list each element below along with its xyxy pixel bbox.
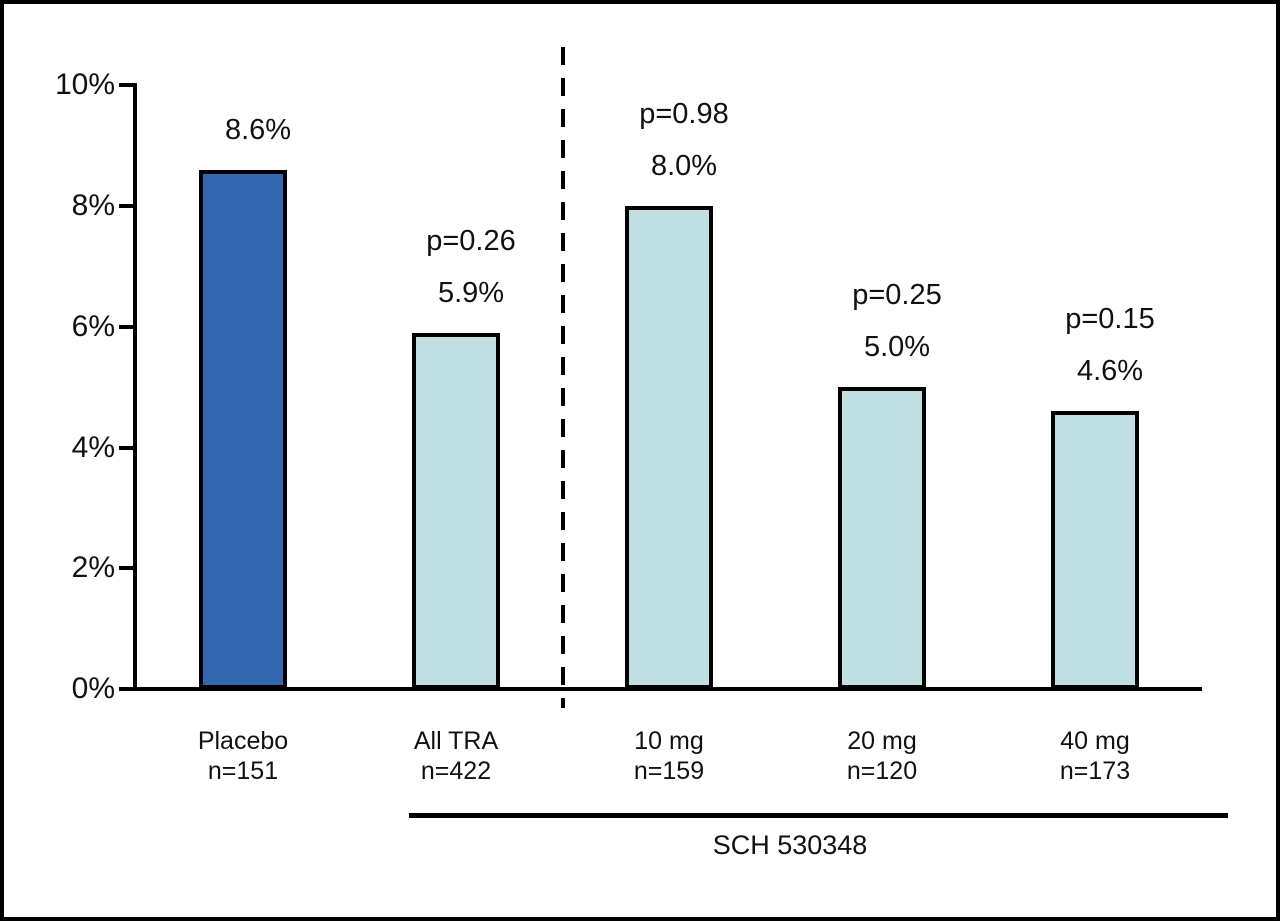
y-tick-label-4: 4%: [71, 431, 115, 464]
value-label: 8.6%: [224, 113, 292, 146]
dose-separator-dashed-line: [561, 47, 565, 708]
bar-annotation-all-tra: p=0.26 5.9%: [365, 215, 577, 319]
bar-20mg: [838, 387, 926, 689]
category-name: 20 mg: [847, 727, 917, 755]
category-name: Placebo: [197, 727, 289, 755]
bar-placebo: [199, 169, 287, 689]
y-tick-label-6: 6%: [71, 310, 115, 343]
y-tick-6: [119, 325, 134, 329]
x-axis-label-placebo: Placebo n=151: [137, 726, 349, 786]
category-n: n=120: [846, 757, 918, 785]
category-n: n=173: [1059, 757, 1131, 785]
category-column-20mg: p=0.25 5.0% 20 mg n=120: [776, 0, 988, 921]
y-tick-label-2: 2%: [71, 551, 115, 584]
category-name: 10 mg: [634, 727, 704, 755]
category-column-10mg: p=0.98 8.0% 10 mg n=159: [563, 0, 775, 921]
bar-all-tra: [412, 332, 500, 689]
x-axis-label-40mg: 40 mg n=173: [989, 726, 1201, 786]
y-tick-4: [119, 446, 134, 450]
y-tick-label-8: 8%: [71, 189, 115, 222]
value-label: 5.9%: [437, 276, 505, 309]
y-tick-label-10: 10%: [54, 68, 115, 101]
y-tick-8: [119, 204, 134, 208]
bar-annotation-20mg: p=0.25 5.0%: [791, 269, 1003, 373]
category-n: n=422: [420, 757, 492, 785]
category-name: All TRA: [413, 727, 499, 755]
p-value-label: p=0.98: [639, 97, 729, 130]
x-axis-label-all-tra: All TRA n=422: [350, 726, 562, 786]
category-column-40mg: p=0.15 4.6% 40 mg n=173: [989, 0, 1201, 921]
category-column-placebo: 8.6% Placebo n=151: [137, 0, 349, 921]
bar-annotation-10mg: p=0.98 8.0%: [578, 88, 790, 192]
category-n: n=159: [633, 757, 705, 785]
value-label: 8.0%: [650, 149, 718, 182]
sch-group-underline: [409, 813, 1228, 818]
y-tick-label-0: 0%: [71, 672, 115, 705]
x-axis-baseline: [119, 687, 1202, 691]
p-value-label: p=0.25: [852, 279, 942, 311]
value-label: 5.0%: [863, 331, 931, 363]
y-axis-line: [133, 83, 137, 691]
bar-10mg: [625, 205, 713, 689]
y-tick-10: [119, 83, 134, 87]
bar-40mg: [1051, 411, 1139, 689]
bar-annotation-40mg: p=0.15 4.6%: [1004, 293, 1216, 397]
value-label: 4.6%: [1076, 355, 1144, 388]
x-axis-label-20mg: 20 mg n=120: [776, 726, 988, 786]
bar-annotation-placebo: 8.6%: [152, 104, 364, 156]
y-tick-2: [119, 566, 134, 570]
category-column-all-tra: p=0.26 5.9% All TRA n=422: [350, 0, 562, 921]
category-name: 40 mg: [1060, 727, 1130, 755]
p-value-label: p=0.26: [426, 224, 516, 257]
p-value-label: p=0.15: [1065, 303, 1155, 336]
category-n: n=151: [207, 757, 279, 785]
x-axis-label-10mg: 10 mg n=159: [563, 726, 775, 786]
sch-group-label: SCH 530348: [712, 830, 868, 860]
